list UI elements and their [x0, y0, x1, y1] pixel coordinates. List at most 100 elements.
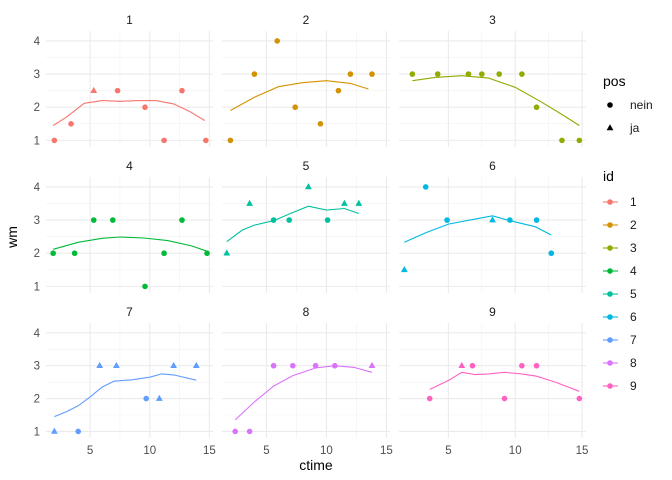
- facet-strip-label: 9: [489, 305, 496, 319]
- data-point-circle: [143, 395, 149, 402]
- y-tick-label: 3: [34, 361, 40, 373]
- x-tick-label: 10: [509, 445, 522, 457]
- data-point-circle: [68, 121, 74, 127]
- facet-strip-label: 3: [489, 13, 496, 27]
- data-point-circle: [576, 137, 583, 144]
- data-point-circle: [533, 104, 540, 111]
- x-axis-label: ctime: [299, 457, 333, 473]
- data-point-circle: [142, 283, 148, 290]
- data-point-circle: [227, 137, 234, 144]
- data-point-circle: [559, 137, 565, 144]
- data-point-circle: [114, 87, 121, 94]
- legend-label-id: 4: [630, 264, 637, 278]
- y-tick-label: 1: [34, 135, 40, 147]
- y-tick-label: 3: [34, 215, 40, 227]
- y-axis-label: wm: [4, 226, 20, 249]
- data-point-circle: [324, 217, 331, 223]
- facet-panel-5: 5: [222, 159, 390, 293]
- data-point-circle: [548, 250, 555, 257]
- facet-panel-3: 3: [399, 13, 586, 147]
- data-point-circle: [347, 71, 354, 77]
- legend-key-dot: [607, 314, 613, 320]
- legend-key-dot: [607, 199, 613, 205]
- legend-key-dot: [607, 360, 613, 366]
- legend-key-dot: [607, 337, 613, 343]
- smooth-line-8: [234, 365, 373, 421]
- x-tick-label: 15: [576, 445, 589, 457]
- legend-key-dot: [607, 245, 613, 251]
- data-point-circle: [51, 137, 58, 144]
- smooth-line-2: [230, 80, 369, 111]
- data-point-triangle: [400, 266, 408, 273]
- data-point-circle: [409, 71, 416, 77]
- data-point-circle: [246, 428, 253, 435]
- x-tick-label: 10: [320, 445, 333, 457]
- data-point-circle: [496, 71, 502, 77]
- data-point-circle: [50, 250, 56, 257]
- data-point-circle: [232, 428, 238, 435]
- data-point-circle: [335, 87, 342, 94]
- legend-key-dot: [607, 268, 613, 274]
- legend-key-circle: [607, 102, 613, 108]
- legend-label-id: 1: [630, 195, 637, 209]
- y-tick-label: 1: [34, 426, 40, 438]
- y-tick-label: 4: [34, 182, 41, 194]
- legend-label-pos: ja: [629, 121, 640, 135]
- smooth-line-3: [412, 75, 580, 126]
- facet-panel-6: 6: [399, 159, 586, 293]
- data-point-triangle: [96, 361, 104, 369]
- y-tick-label: 2: [34, 394, 40, 406]
- data-point-circle: [142, 104, 148, 111]
- data-point-circle: [161, 137, 167, 144]
- facet-panel-8: 8 5 10 15: [222, 305, 393, 457]
- facet-panel-4: 4 1 2 3 4: [34, 159, 213, 293]
- smooth-line-1: [52, 100, 205, 126]
- data-point-triangle: [305, 183, 312, 190]
- data-point-circle: [90, 217, 97, 223]
- legend-key-dot: [607, 291, 613, 297]
- legend-label-id: 2: [630, 218, 637, 232]
- data-point-circle: [317, 121, 324, 127]
- data-point-triangle: [458, 361, 466, 369]
- data-point-circle: [161, 250, 167, 257]
- legend-label-id: 3: [630, 241, 637, 255]
- legend-label-id: 6: [630, 310, 637, 324]
- data-point-circle: [507, 217, 513, 223]
- data-point-circle: [465, 71, 472, 77]
- data-point-circle: [203, 137, 209, 144]
- data-point-triangle: [112, 361, 120, 369]
- data-point-circle: [290, 362, 296, 369]
- data-point-circle: [312, 362, 319, 369]
- data-point-circle: [251, 71, 258, 77]
- y-tick-label: 2: [34, 248, 40, 260]
- data-point-triangle: [192, 361, 200, 369]
- y-tick-label: 3: [34, 69, 40, 81]
- facet-strip-label: 2: [303, 13, 310, 27]
- data-point-circle: [434, 71, 441, 77]
- data-point-circle: [519, 362, 525, 369]
- legend-title-id: id: [603, 168, 614, 184]
- data-point-circle: [270, 217, 277, 223]
- facet-strip-label: 1: [126, 13, 133, 27]
- data-point-triangle: [223, 249, 231, 256]
- data-point-circle: [426, 395, 433, 402]
- facet-strip-label: 8: [303, 305, 310, 319]
- x-tick-label: 15: [203, 445, 216, 457]
- y-tick-label: 2: [34, 102, 40, 114]
- data-point-triangle: [368, 361, 376, 369]
- data-point-circle: [110, 217, 116, 223]
- data-point-circle: [75, 428, 82, 435]
- smooth-line-9: [429, 371, 580, 392]
- smooth-line-7: [54, 373, 197, 418]
- data-point-circle: [479, 71, 485, 77]
- data-point-circle: [292, 104, 299, 111]
- legend-key-dot: [607, 222, 613, 228]
- data-point-circle: [71, 250, 78, 257]
- facet-strip-label: 5: [303, 159, 310, 173]
- data-point-triangle: [90, 86, 98, 93]
- smooth-line-6: [404, 215, 552, 243]
- facet-strip-label: 6: [489, 159, 496, 173]
- data-point-triangle: [341, 199, 348, 206]
- legend-label-id: 5: [630, 287, 637, 301]
